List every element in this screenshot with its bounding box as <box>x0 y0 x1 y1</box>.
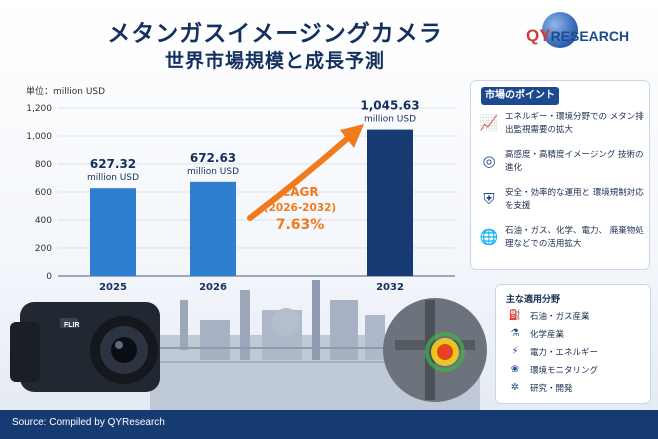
application-text: 環境モニタリング <box>530 366 599 376</box>
application-text: 研究・開発 <box>530 384 573 394</box>
logo-text: QYRESEARCH <box>526 26 629 46</box>
leaf-icon: ❀ <box>510 364 520 375</box>
application-item: ❀ 環境モニタリング <box>508 363 648 379</box>
cagr-label: CAGR <box>281 185 318 199</box>
shield-check-icon: ⛨ <box>483 190 495 208</box>
application-text: 化学産業 <box>530 330 565 340</box>
x-tick-label: 2025 <box>99 282 127 293</box>
application-text: 電力・エネルギー <box>530 348 599 358</box>
title-line2: 世界市場規模と成長予測 <box>164 50 385 72</box>
logo-rest: RESEARCH <box>550 28 630 44</box>
bar <box>90 188 136 276</box>
point-item: ◎ 高感度・高精度イメージング 技術の進化 <box>479 149 647 183</box>
y-tick-label: 0 <box>46 272 52 282</box>
unit-label: 単位：million USD <box>26 87 106 97</box>
point-item: 🌐 石油・ガス、化学、電力、 廃棄物処理などでの活用拡大 <box>479 225 647 259</box>
bar <box>190 181 236 276</box>
target-icon: ◎ <box>482 152 496 170</box>
cagr-arrow-shaft <box>247 135 351 221</box>
applications-panel: 主な適用分野 ⛽ 石油・ガス産業 ⚗ 化学産業 ⚡ 電力・エネルギー ❀ 環境モ… <box>495 284 651 404</box>
y-tick-label: 400 <box>35 216 52 226</box>
y-tick-label: 600 <box>35 188 52 198</box>
application-item: ⚡ 電力・エネルギー <box>508 345 648 361</box>
application-item: ⚗ 化学産業 <box>508 327 648 343</box>
application-text: 石油・ガス産業 <box>530 312 590 322</box>
bar <box>367 129 413 276</box>
point-text: 高感度・高精度イメージング 技術の進化 <box>505 150 644 173</box>
flask-icon: ⚗ <box>510 328 520 339</box>
oil-rig-icon: ⛽ <box>508 310 522 321</box>
bar-chart: FLIR 0 200 400 600 800 1,000 1,200 627.32 milli… <box>10 99 487 410</box>
bar-value-label: 1,045.63 <box>360 99 419 113</box>
x-tick-label: 2026 <box>199 282 227 293</box>
lightning-icon: ⚡ <box>511 346 519 357</box>
y-tick-label: 800 <box>35 160 52 170</box>
bar-value-label: 627.32 <box>90 157 136 171</box>
footer-bar: Source: Compiled by QYResearch <box>0 410 658 439</box>
cagr-period: (2026-2032) <box>264 202 336 214</box>
title-line1: メタンガスイメージングカメラ <box>107 21 443 47</box>
y-tick-label: 200 <box>35 244 52 254</box>
bar-unit-label: million USD <box>364 115 416 125</box>
market-points-panel: 市場のポイント 📈 エネルギー・環境分野での メタン排出監視需要の拡大 ◎ 高感… <box>470 80 650 270</box>
application-item: ✲ 研究・開発 <box>508 381 648 397</box>
source-note: Source: Compiled by QYResearch <box>12 417 165 428</box>
y-tick-label: 1,000 <box>26 132 52 142</box>
cagr-arrow-head <box>340 124 364 148</box>
point-text: エネルギー・環境分野での メタン排出監視需要の拡大 <box>505 112 644 135</box>
x-tick-label: 2032 <box>376 282 404 293</box>
bar-unit-label: million USD <box>87 173 139 183</box>
thermal-image-inset <box>383 298 487 402</box>
point-text: 安全・効率的な運用と 環境規制対応を支援 <box>505 188 644 211</box>
logo-initials: QY <box>526 26 551 45</box>
cagr-value: 7.63% <box>276 217 325 233</box>
growth-chart-icon: 📈 <box>479 114 499 132</box>
market-points-title: 市場のポイント <box>481 87 559 105</box>
qyresearch-logo: QYRESEARCH <box>520 12 650 54</box>
applications-title: 主な適用分野 <box>506 295 561 305</box>
point-item: ⛨ 安全・効率的な運用と 環境規制対応を支援 <box>479 187 647 221</box>
globe-logo-icon <box>542 12 578 48</box>
camera-brand-label: FLIR <box>64 322 80 329</box>
point-item: 📈 エネルギー・環境分野での メタン排出監視需要の拡大 <box>479 111 647 145</box>
bar-unit-label: million USD <box>187 167 239 177</box>
thermal-camera-illustration <box>10 302 160 392</box>
y-tick-label: 1,200 <box>26 104 52 114</box>
point-text: 石油・ガス、化学、電力、 廃棄物処理などでの活用拡大 <box>505 226 644 249</box>
application-item: ⛽ 石油・ガス産業 <box>508 309 648 325</box>
atom-icon: ✲ <box>510 382 520 393</box>
globe-icon: 🌐 <box>479 228 499 246</box>
bar-value-label: 672.63 <box>190 151 236 165</box>
